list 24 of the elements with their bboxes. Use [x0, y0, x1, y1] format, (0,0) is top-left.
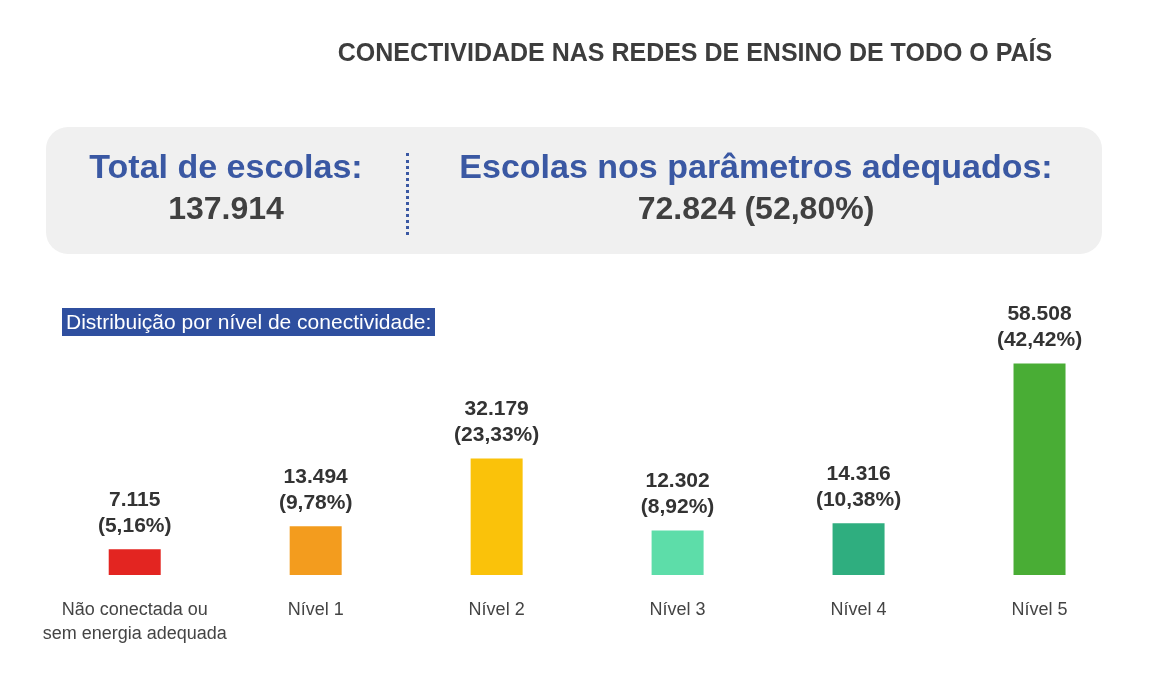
x-tick-label: Nível 4	[830, 599, 887, 619]
x-tick-label: Nível 2	[468, 599, 525, 619]
data-label: 12.302 (8,92%)	[640, 468, 715, 518]
bar	[108, 549, 161, 575]
data-label: 14.316 (10,38%)	[815, 460, 902, 510]
data-label: 7.115 (5,16%)	[97, 486, 172, 536]
chart-subtitle: Distribuição por nível de conectividade:	[62, 308, 436, 336]
x-tick-label: Não conectada ou sem energia adequada	[42, 599, 228, 643]
x-tick-label: Nível 5	[1011, 599, 1068, 619]
text: 72.824 (52,80%)	[636, 190, 876, 227]
text: Total de escolas:	[88, 147, 364, 186]
chart-title: CONECTIVIDADE NAS REDES DE ENSINO DE TODO O PAÍS	[336, 38, 1054, 67]
bar	[651, 530, 704, 575]
data-label: 13.494 (9,78%)	[278, 463, 353, 513]
bar	[832, 523, 885, 575]
text: Escolas nos parâmetros adequados:	[458, 147, 1054, 186]
data-label: 58.508 (42,42%)	[996, 300, 1083, 350]
data-label: 32.179 (23,33%)	[454, 396, 540, 446]
x-tick-label: Nível 3	[649, 599, 706, 619]
bar	[470, 458, 523, 575]
bar	[1013, 363, 1066, 575]
x-tick-label: Nível 1	[287, 599, 344, 619]
bar	[289, 526, 342, 575]
text: 137.914	[167, 190, 285, 227]
